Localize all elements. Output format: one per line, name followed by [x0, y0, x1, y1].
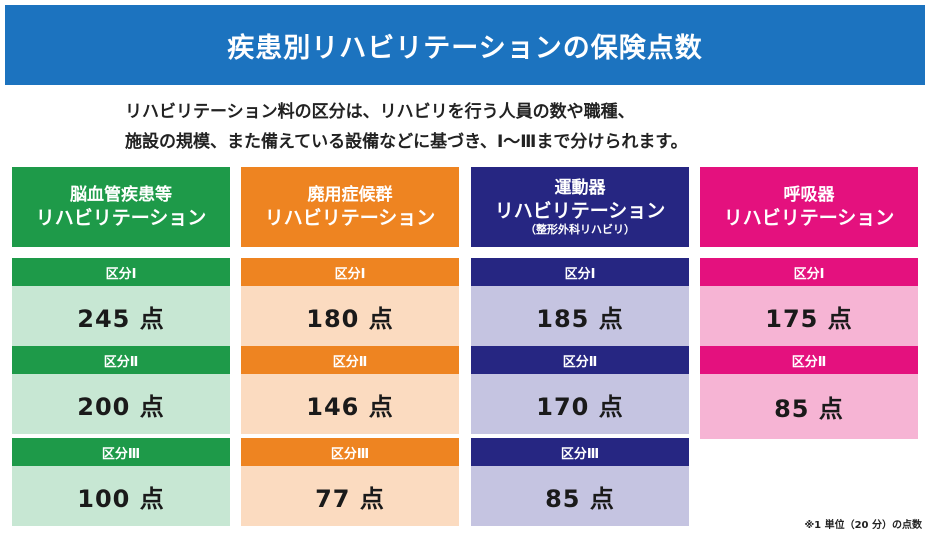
tier-3-label: 区分Ⅲ [241, 438, 459, 466]
tier-1-label: 区分Ⅰ [471, 258, 689, 286]
tier-1-label: 区分Ⅰ [700, 258, 918, 286]
column-header: 廃用症候群 リハビリテーション [241, 167, 459, 247]
intro-line-1: リハビリテーション料の区分は、リハビリを行う人員の数や職種、 [125, 102, 635, 122]
tier-1-label: 区分Ⅰ [12, 258, 230, 286]
tier-3-value: 77 点 [241, 466, 459, 526]
tier-2-value: 200 点 [12, 374, 230, 434]
column-musculoskeletal: 運動器 リハビリテーション （整形外科リハビリ） 区分Ⅰ 185 点 区分Ⅱ 1… [471, 167, 689, 526]
column-respiratory: 呼吸器 リハビリテーション 区分Ⅰ 175 点 区分Ⅱ 85 点 [700, 167, 918, 439]
tier-2-value: 170 点 [471, 374, 689, 434]
header-line-2: リハビリテーション [494, 200, 666, 222]
tier-1-label: 区分Ⅰ [241, 258, 459, 286]
column-cerebrovascular: 脳血管疾患等 リハビリテーション 区分Ⅰ 245 点 区分Ⅱ 200 点 区分Ⅲ… [12, 167, 230, 526]
page-title: 疾患別リハビリテーションの保険点数 [5, 5, 925, 85]
tier-2-label: 区分Ⅱ [241, 346, 459, 374]
intro-line-2: 施設の規模、また備えている設備などに基づき、Ⅰ～Ⅲまで分けられます。 [125, 132, 688, 152]
tier-1-value: 245 点 [12, 286, 230, 346]
column-header: 脳血管疾患等 リハビリテーション [12, 167, 230, 247]
intro-text: リハビリテーション料の区分は、リハビリを行う人員の数や職種、 施設の規模、また備… [125, 97, 845, 157]
column-header: 呼吸器 リハビリテーション [700, 167, 918, 247]
header-line-2: リハビリテーション [264, 207, 436, 229]
tier-2-value: 146 点 [241, 374, 459, 434]
footnote: ※1 単位（20 分）の点数 [804, 520, 922, 531]
tier-1-value: 175 点 [700, 286, 918, 346]
column-header: 運動器 リハビリテーション （整形外科リハビリ） [471, 167, 689, 247]
tier-3-label: 区分Ⅲ [12, 438, 230, 466]
tier-3-label: 区分Ⅲ [471, 438, 689, 466]
tier-1-value: 180 点 [241, 286, 459, 346]
header-line-1: 呼吸器 [783, 185, 835, 205]
tier-2-label: 区分Ⅱ [700, 346, 918, 374]
tier-3-value: 85 点 [471, 466, 689, 526]
tier-2-value: 85 点 [700, 374, 918, 439]
tier-3-value: 100 点 [12, 466, 230, 526]
header-line-1: 廃用症候群 [307, 185, 393, 205]
tier-1-value: 185 点 [471, 286, 689, 346]
header-line-2: リハビリテーション [35, 207, 207, 229]
header-line-2: リハビリテーション [723, 207, 895, 229]
tier-2-label: 区分Ⅱ [12, 346, 230, 374]
header-line-1: 運動器 [554, 178, 606, 198]
tier-2-label: 区分Ⅱ [471, 346, 689, 374]
column-disuse-syndrome: 廃用症候群 リハビリテーション 区分Ⅰ 180 点 区分Ⅱ 146 点 区分Ⅲ … [241, 167, 459, 526]
header-line-1: 脳血管疾患等 [70, 185, 172, 205]
header-line-3: （整形外科リハビリ） [525, 223, 635, 236]
